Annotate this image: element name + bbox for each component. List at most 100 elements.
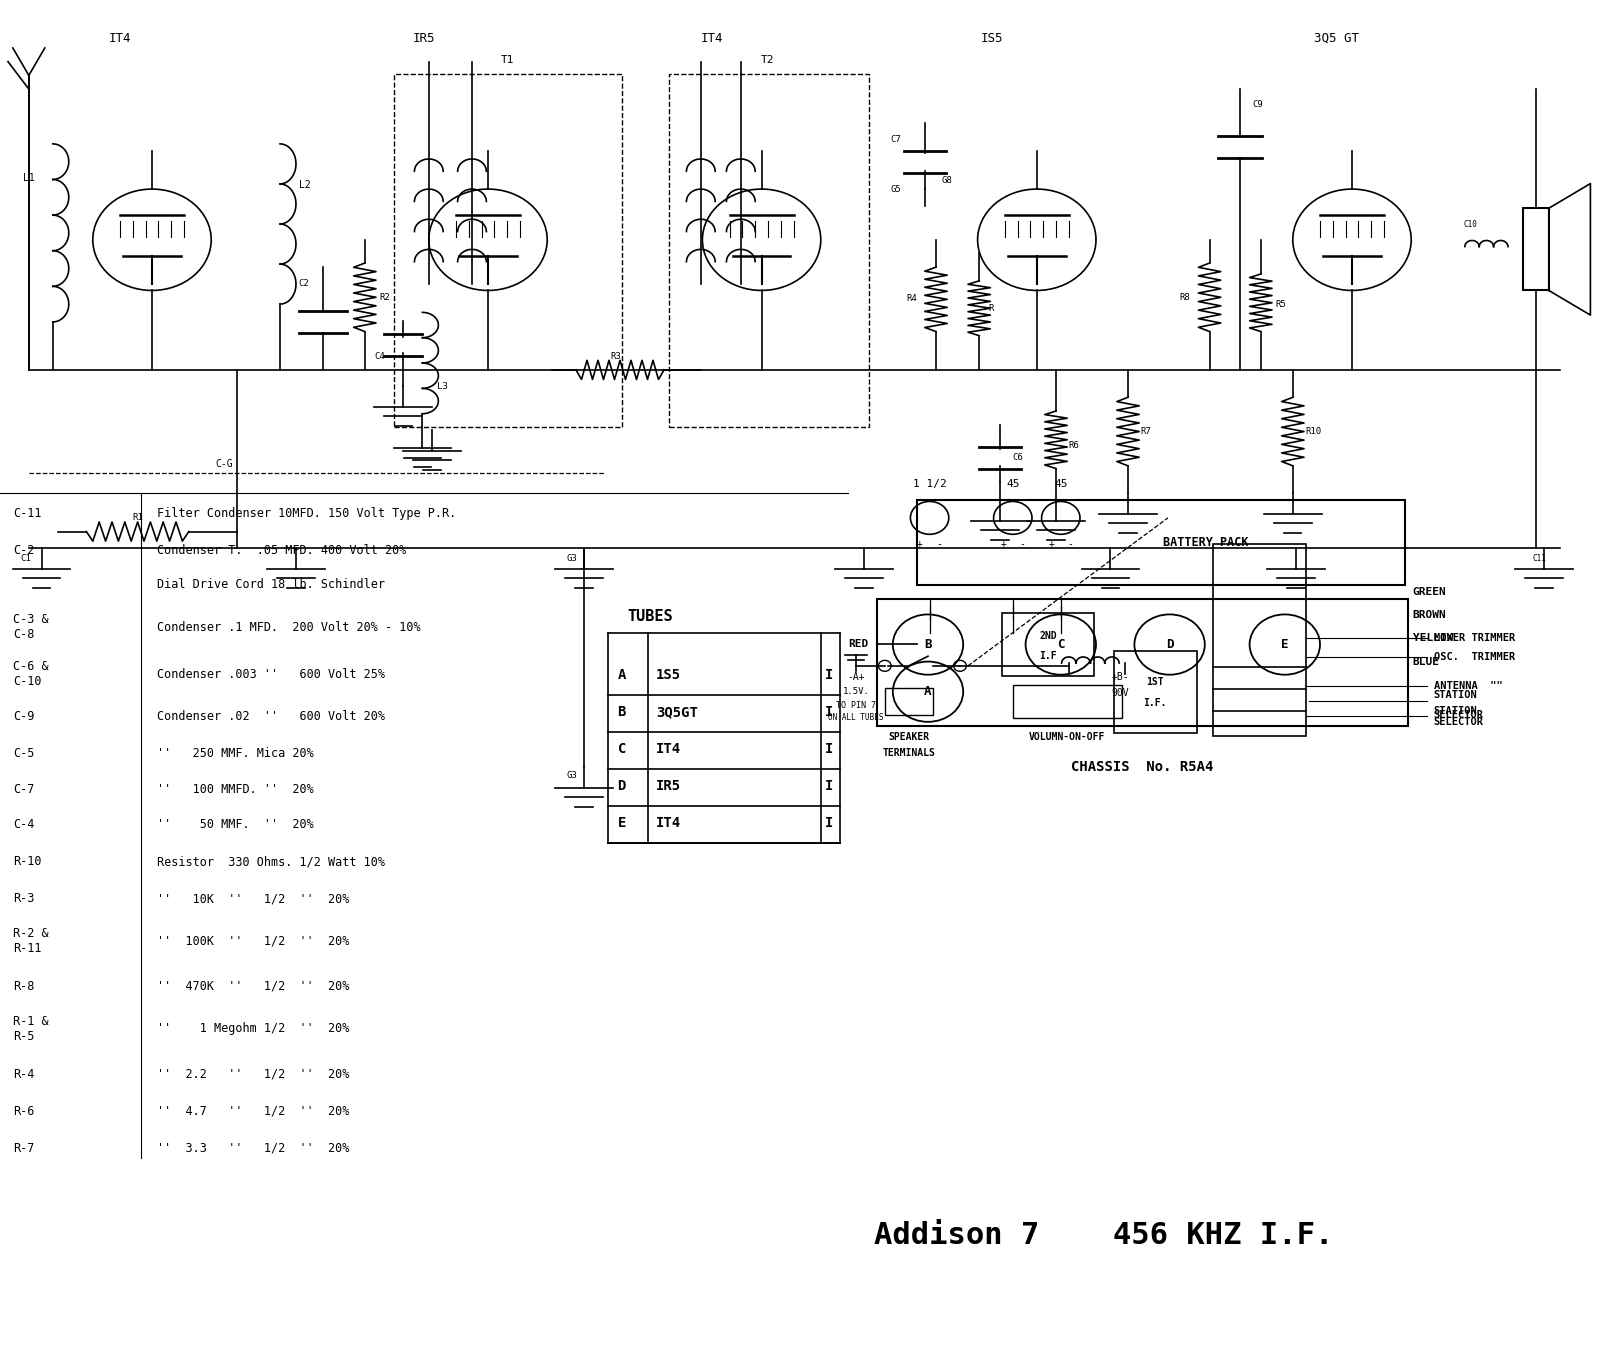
Text: -: - xyxy=(936,538,942,549)
Text: IT4: IT4 xyxy=(701,32,723,45)
Text: SELECTOR: SELECTOR xyxy=(1434,710,1483,721)
Text: R7: R7 xyxy=(1141,427,1152,436)
Text: I: I xyxy=(824,780,834,793)
Text: Filter Condenser 10MFD. 150 Volt Type P.R.: Filter Condenser 10MFD. 150 Volt Type P.… xyxy=(157,507,456,521)
Text: L1: L1 xyxy=(22,173,35,184)
Text: ''    1 Megohm 1/2  ''  20%: '' 1 Megohm 1/2 '' 20% xyxy=(157,1022,349,1036)
Bar xyxy=(669,74,869,427)
Text: R8: R8 xyxy=(1179,293,1190,301)
Text: I: I xyxy=(824,743,834,756)
Bar xyxy=(885,688,933,715)
Text: C9: C9 xyxy=(1253,100,1264,108)
Text: L2: L2 xyxy=(299,179,310,190)
Text: A: A xyxy=(618,669,626,682)
Text: T1: T1 xyxy=(501,55,514,66)
Text: -: - xyxy=(1067,538,1074,549)
Text: A: A xyxy=(925,685,931,699)
Text: +B-: +B- xyxy=(1110,671,1130,682)
Text: R-8: R-8 xyxy=(13,980,34,993)
Text: I: I xyxy=(824,817,834,830)
Text: C-11: C-11 xyxy=(13,507,42,521)
Bar xyxy=(1002,612,1094,675)
Text: -: - xyxy=(1019,538,1026,549)
Text: STATION
SELECTOR: STATION SELECTOR xyxy=(1434,706,1483,727)
Text: ''  3.3   ''   1/2  ''  20%: '' 3.3 '' 1/2 '' 20% xyxy=(157,1141,349,1155)
Text: IR5: IR5 xyxy=(656,780,682,793)
Text: IS5: IS5 xyxy=(981,32,1003,45)
Text: R6: R6 xyxy=(1069,441,1080,449)
Text: 3Q5GT: 3Q5GT xyxy=(656,706,698,719)
Text: R4: R4 xyxy=(906,295,917,303)
Text: R-10: R-10 xyxy=(13,855,42,869)
Text: E: E xyxy=(1282,638,1288,651)
Text: G3: G3 xyxy=(566,555,578,563)
Text: G8: G8 xyxy=(942,177,952,185)
Text: ''    50 MMF.  ''  20%: '' 50 MMF. '' 20% xyxy=(157,818,314,832)
Text: ''   10K  ''   1/2  ''  20%: '' 10K '' 1/2 '' 20% xyxy=(157,892,349,906)
Bar xyxy=(1013,685,1122,718)
Text: I.F.: I.F. xyxy=(1144,697,1166,708)
Text: R2: R2 xyxy=(379,293,390,301)
Text: STATION: STATION xyxy=(1434,689,1477,700)
Text: C-G: C-G xyxy=(214,459,234,470)
Text: I: I xyxy=(824,706,834,719)
Text: SPEAKER: SPEAKER xyxy=(888,732,930,741)
Text: R5: R5 xyxy=(1275,300,1286,308)
Text: 1 1/2: 1 1/2 xyxy=(912,478,947,489)
Text: C-9: C-9 xyxy=(13,710,34,723)
Text: IT4: IT4 xyxy=(656,743,682,756)
Text: R-7: R-7 xyxy=(13,1141,34,1155)
Text: ''  2.2   ''   1/2  ''  20%: '' 2.2 '' 1/2 '' 20% xyxy=(157,1067,349,1081)
Text: R10: R10 xyxy=(1306,427,1322,436)
Text: C-3 &
C-8: C-3 & C-8 xyxy=(13,614,48,641)
Text: -A+: -A+ xyxy=(846,671,866,682)
Text: ANTENNA  "": ANTENNA "" xyxy=(1434,681,1502,692)
Text: R-6: R-6 xyxy=(13,1104,34,1118)
Bar xyxy=(917,500,1405,585)
Text: IT4: IT4 xyxy=(109,32,131,45)
Text: R-3: R-3 xyxy=(13,892,34,906)
Text: C1: C1 xyxy=(21,555,32,563)
Text: ''  470K  ''   1/2  ''  20%: '' 470K '' 1/2 '' 20% xyxy=(157,980,349,993)
Text: D: D xyxy=(618,780,626,793)
Bar xyxy=(1213,544,1306,736)
Text: C7: C7 xyxy=(891,136,901,144)
Text: CHASSIS  No. R5A4: CHASSIS No. R5A4 xyxy=(1072,760,1213,774)
Text: I.F: I.F xyxy=(1038,651,1058,660)
Text: Condenser .1 MFD.  200 Volt 20% - 10%: Condenser .1 MFD. 200 Volt 20% - 10% xyxy=(157,621,421,634)
Text: C: C xyxy=(618,743,626,756)
Text: YELLOW: YELLOW xyxy=(1413,633,1453,644)
Text: G3: G3 xyxy=(566,771,578,780)
Text: 45: 45 xyxy=(1054,478,1067,489)
Text: ''  100K  ''   1/2  ''  20%: '' 100K '' 1/2 '' 20% xyxy=(157,934,349,948)
Text: 1S5: 1S5 xyxy=(656,669,682,682)
Text: +: + xyxy=(1000,538,1006,549)
Text: C11: C11 xyxy=(1533,555,1547,563)
Text: IT4: IT4 xyxy=(656,817,682,830)
Text: E: E xyxy=(618,817,626,830)
Text: G5: G5 xyxy=(891,185,901,193)
Text: RED: RED xyxy=(848,638,869,649)
Text: +: + xyxy=(917,538,923,549)
Text: C-2: C-2 xyxy=(13,544,34,558)
Text: ''   100 MMFD. ''  20%: '' 100 MMFD. '' 20% xyxy=(157,782,314,796)
Text: MIXER TRIMMER: MIXER TRIMMER xyxy=(1434,633,1515,643)
Text: R-4: R-4 xyxy=(13,1067,34,1081)
Text: ''  4.7   ''   1/2  ''  20%: '' 4.7 '' 1/2 '' 20% xyxy=(157,1104,349,1118)
Bar xyxy=(1114,651,1197,733)
Text: ON ALL TUBES: ON ALL TUBES xyxy=(829,714,883,722)
Text: 45: 45 xyxy=(1006,478,1019,489)
Text: 1.5V.: 1.5V. xyxy=(843,688,869,696)
Text: 2ND: 2ND xyxy=(1038,632,1058,641)
Text: B: B xyxy=(925,638,931,651)
Text: +: + xyxy=(1048,538,1054,549)
Text: BROWN: BROWN xyxy=(1413,610,1446,621)
Bar xyxy=(1523,208,1549,290)
Text: ''   250 MMF. Mica 20%: '' 250 MMF. Mica 20% xyxy=(157,747,314,760)
Text: TO PIN 7: TO PIN 7 xyxy=(835,701,877,710)
Text: C6: C6 xyxy=(1013,453,1024,462)
Text: C10: C10 xyxy=(1464,221,1477,229)
Text: BLUE: BLUE xyxy=(1413,656,1440,667)
Text: C-6 &
C-10: C-6 & C-10 xyxy=(13,660,48,688)
Text: D: D xyxy=(1166,638,1173,651)
